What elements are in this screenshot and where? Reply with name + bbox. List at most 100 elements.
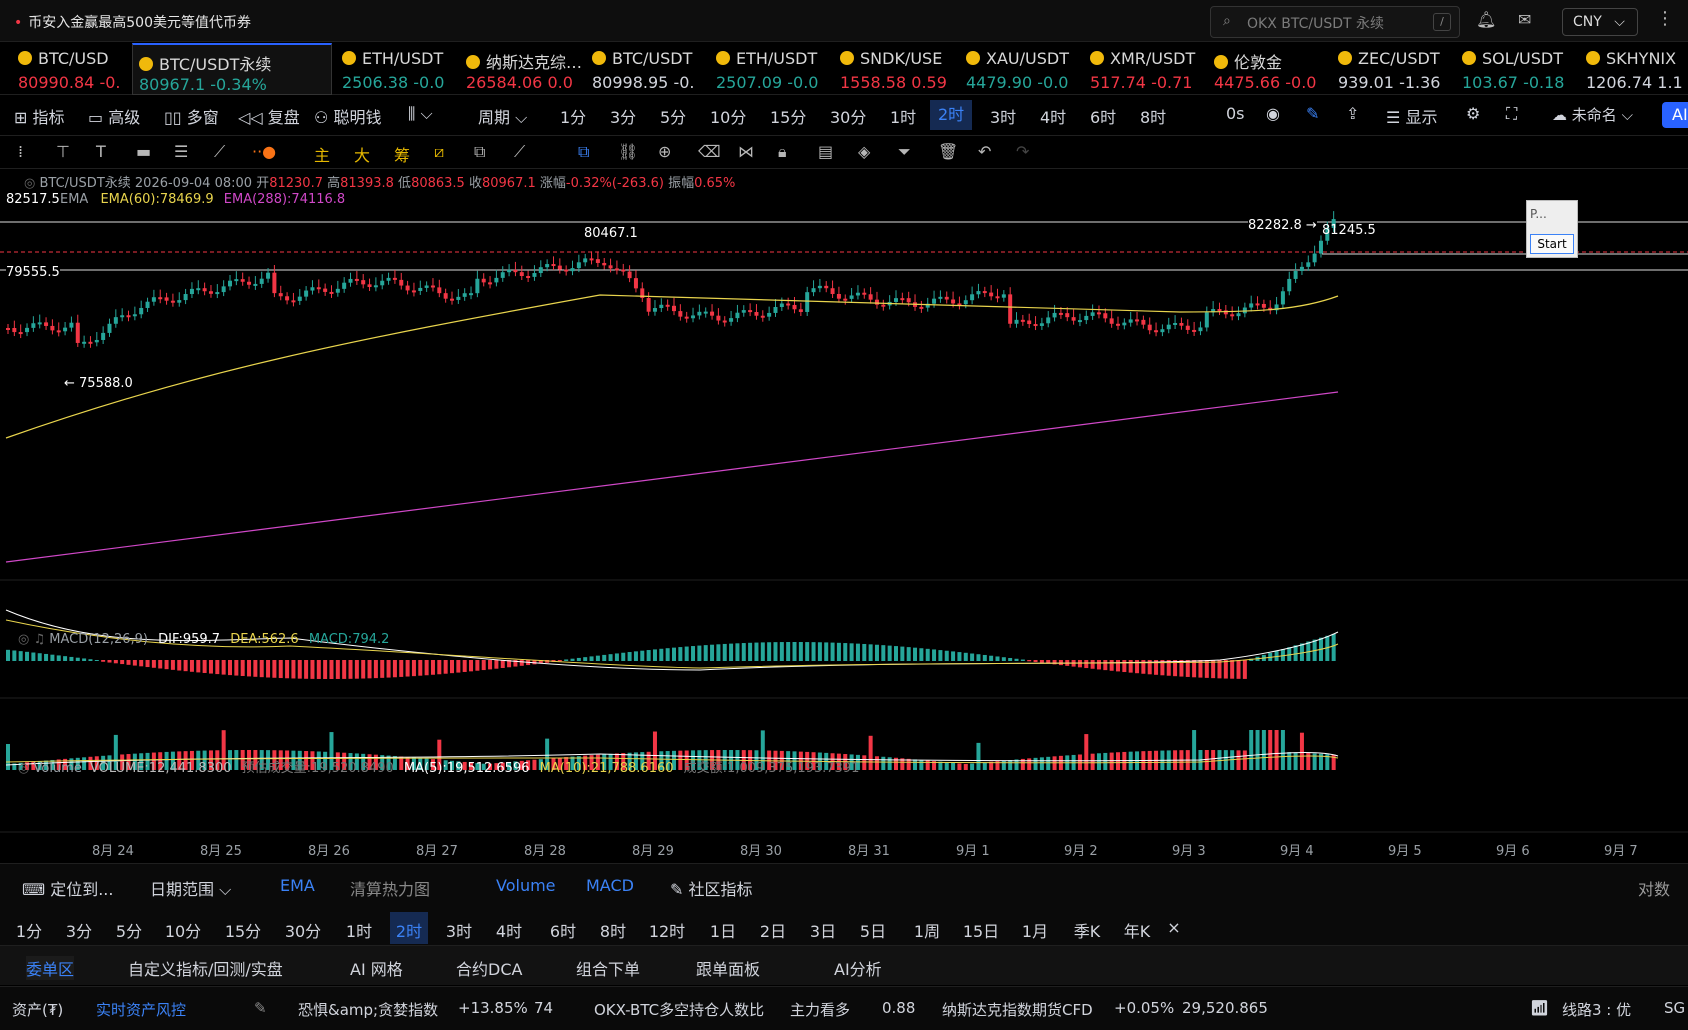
share-icon[interactable]: ⇪ xyxy=(1346,104,1360,123)
currency-select[interactable]: CNY ⌵ xyxy=(1562,8,1638,36)
ticker-item[interactable]: 纳斯达克综… 26584.06 0.0 xyxy=(460,43,584,95)
pencil-icon[interactable]: ✎ xyxy=(1306,104,1320,123)
bottom-interval-10[interactable]: 6时 xyxy=(549,922,577,941)
interval-8[interactable]: 3时 xyxy=(990,108,1017,127)
settings-gear-icon[interactable]: ⚙ xyxy=(1466,104,1481,123)
bottom-interval-12[interactable]: 12时 xyxy=(648,922,686,941)
ticker-item[interactable]: SOL/USDT 103.67 -0.18 xyxy=(1456,43,1578,95)
promo-banner[interactable]: • 币安入金赢最高500美元等值代币券 xyxy=(14,12,251,32)
big-order-button[interactable]: 大 xyxy=(354,146,371,165)
bottom-interval-16[interactable]: 5日 xyxy=(859,922,887,941)
trash-icon[interactable]: 🗑︎ xyxy=(938,142,959,161)
panel-tab-4[interactable]: 组合下单 xyxy=(576,960,641,979)
bottom-interval-4[interactable]: 15分 xyxy=(224,922,262,941)
volume-collapse-icon[interactable]: ◎ xyxy=(18,761,34,776)
ruler-tool-icon[interactable]: ▬ xyxy=(136,142,152,161)
hide-icon[interactable]: ▤ xyxy=(818,142,834,161)
price-chart-svg[interactable] xyxy=(0,170,1688,863)
chart-icon-b[interactable]: ⧉ xyxy=(474,142,486,161)
filter-icon[interactable]: ⏷ xyxy=(898,142,911,161)
bottom-interval-21[interactable]: 年K xyxy=(1123,922,1151,941)
advanced-button[interactable]: ▭ 高级 xyxy=(88,108,141,127)
multi-window-button[interactable]: ▯▯ 多窗 xyxy=(164,108,219,127)
panel-tab-5[interactable]: 跟单面板 xyxy=(696,960,761,979)
bottom-interval-3[interactable]: 10分 xyxy=(164,922,202,941)
layers-icon[interactable]: ◈ xyxy=(858,142,871,161)
volume-indicator-tab[interactable]: Volume xyxy=(496,876,556,895)
ticker-item[interactable]: XMR/USDT 517.74 -0.71 xyxy=(1084,43,1206,95)
chart-type-button[interactable]: ⫼ ⌵ xyxy=(408,104,433,123)
macd-indicator-tab[interactable]: MACD xyxy=(586,876,634,895)
search-input[interactable]: ⌕ OKX BTC/USDT 永续 / xyxy=(1210,6,1460,38)
undo-icon[interactable]: ↶ xyxy=(978,142,992,161)
horizontal-line-tool-icon[interactable]: ⊤ xyxy=(56,142,70,161)
bottom-interval-6[interactable]: 1时 xyxy=(345,922,373,941)
bottom-interval-13[interactable]: 1日 xyxy=(709,922,737,941)
interval-1[interactable]: 3分 xyxy=(610,108,637,127)
mail-icon[interactable]: ✉ xyxy=(1518,10,1532,29)
ticker-item[interactable]: SKHYNIX 1206.74 1.1 xyxy=(1580,43,1688,95)
ticker-item[interactable]: ETH/USDT 2507.09 -0.0 xyxy=(710,43,832,95)
macd-collapse-icon[interactable]: ◎ ♫ xyxy=(18,632,50,647)
close-icon[interactable]: × xyxy=(1167,918,1181,937)
layout-name-select[interactable]: ☁ 未命名 ⌵ xyxy=(1552,106,1633,124)
bottom-interval-7[interactable]: 2时 xyxy=(390,912,428,944)
panel-tab-0[interactable]: 委单区 xyxy=(26,956,75,980)
interval-2[interactable]: 5分 xyxy=(660,108,687,127)
link-icon[interactable]: ⛓ xyxy=(618,142,639,161)
panel-tab-1[interactable]: 自定义指标/回测/实盘 xyxy=(128,960,283,979)
ticker-item[interactable]: BTC/USD 80990.84 -0. xyxy=(12,43,130,95)
brush-icon[interactable]: ⟋ xyxy=(514,142,526,161)
ticker-item[interactable]: ZEC/USDT 939.01 -1.36 xyxy=(1332,43,1454,95)
ticker-item[interactable]: BTC/USDT 80998.95 -0. xyxy=(586,43,708,95)
bottom-interval-1[interactable]: 3分 xyxy=(65,922,93,941)
trendline-tool-icon[interactable]: ⟋ xyxy=(214,142,226,161)
chart-area[interactable]: ◎ BTC/USDT永续 2026-09-04 08:00 开81230.7 高… xyxy=(0,170,1688,863)
ai-button[interactable]: AI xyxy=(1662,102,1688,128)
bottom-interval-18[interactable]: 15日 xyxy=(962,922,1000,941)
bottom-interval-11[interactable]: 8时 xyxy=(599,922,627,941)
interval-4[interactable]: 15分 xyxy=(770,108,807,127)
ema-indicator-tab[interactable]: EMA xyxy=(280,876,315,895)
bottom-interval-14[interactable]: 2日 xyxy=(759,922,787,941)
interval-3[interactable]: 10分 xyxy=(710,108,747,127)
main-force-button[interactable]: 主 xyxy=(314,146,331,165)
fullscreen-icon[interactable]: ⛶ xyxy=(1506,104,1518,123)
zoom-icon[interactable]: ⊕ xyxy=(658,142,672,161)
locate-button[interactable]: ⌨ 定位到... xyxy=(22,880,114,899)
ticker-item[interactable]: BTC/USDT永续 80967.1 -0.34% xyxy=(132,43,332,95)
period-select[interactable]: 周期 ⌵ xyxy=(478,108,528,127)
lock-icon[interactable]: 🔒︎ xyxy=(778,142,787,161)
ticker-item[interactable]: ETH/USDT 2506.38 -0.0 xyxy=(336,43,458,95)
bottom-interval-20[interactable]: 季K xyxy=(1073,922,1101,941)
interval-0[interactable]: 1分 xyxy=(560,108,587,127)
risk-control-link[interactable]: 实时资产风控 xyxy=(96,1001,187,1019)
bottom-interval-5[interactable]: 30分 xyxy=(284,922,322,941)
panel-tab-3[interactable]: 合约DCA xyxy=(456,960,523,979)
interval-11[interactable]: 8时 xyxy=(1140,108,1167,127)
replay-button[interactable]: ◁◁ 复盘 xyxy=(238,108,300,127)
vertical-line-tool-icon[interactable]: ⁞ xyxy=(18,142,24,161)
copy-icon[interactable]: ⧉ xyxy=(578,142,590,161)
interval-10[interactable]: 6时 xyxy=(1090,108,1117,127)
camera-icon[interactable]: ◉ xyxy=(1266,104,1280,123)
smart-money-button[interactable]: ⚇ 聪明钱 xyxy=(314,108,382,127)
ticker-item[interactable]: XAU/USDT 4479.90 -0.0 xyxy=(960,43,1082,95)
legend-eye-icon[interactable]: ◎ xyxy=(24,176,40,191)
bottom-interval-17[interactable]: 1周 xyxy=(913,922,941,941)
parallel-tool-icon[interactable]: ☰ xyxy=(174,142,189,161)
bottom-interval-2[interactable]: 5分 xyxy=(115,922,143,941)
interval-6[interactable]: 1时 xyxy=(890,108,917,127)
more-icon[interactable]: ⋮ xyxy=(1656,8,1674,29)
community-indicator-button[interactable]: ✎ 社区指标 xyxy=(670,880,753,899)
bottom-interval-8[interactable]: 3时 xyxy=(445,922,473,941)
interval-9[interactable]: 4时 xyxy=(1040,108,1067,127)
panel-tab-6[interactable]: AI分析 xyxy=(834,960,882,979)
line-status[interactable]: 线路3 : 优 xyxy=(1562,999,1631,1020)
text-tool-icon[interactable]: T xyxy=(96,142,106,161)
magnet-icon[interactable]: ⋈ xyxy=(738,142,754,161)
bottom-interval-19[interactable]: 1月 xyxy=(1021,922,1049,941)
chart-icon-a[interactable]: ⧄ xyxy=(434,142,445,161)
interval-7[interactable]: 2时 xyxy=(930,100,973,130)
ticker-item[interactable]: SNDK/USE 1558.58 0.59 xyxy=(834,43,956,95)
